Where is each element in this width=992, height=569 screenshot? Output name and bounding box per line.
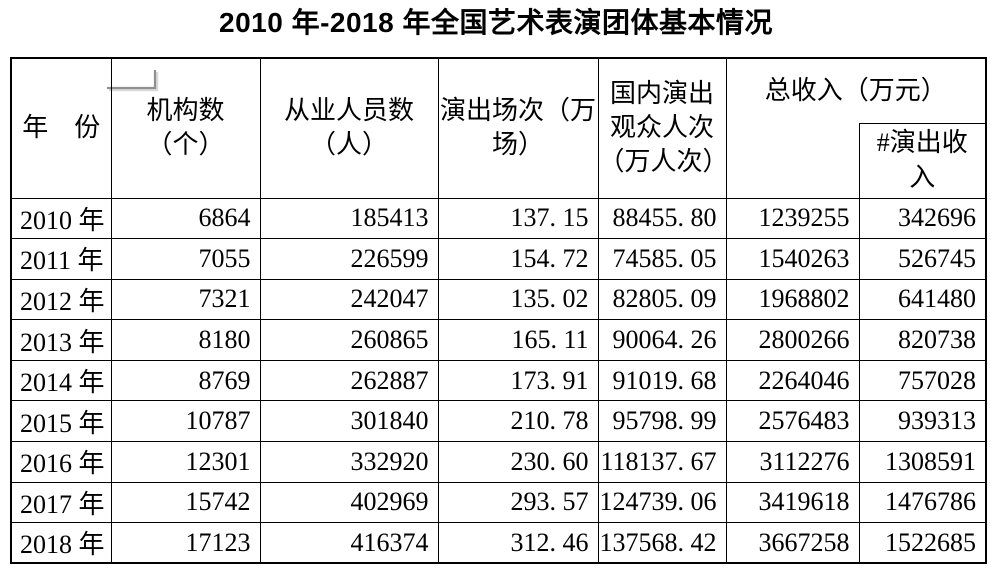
- table-title: 2010 年-2018 年全国艺术表演团体基本情况: [219, 7, 773, 38]
- audience-cell: 91019. 68: [597, 359, 727, 402]
- performance-income-cell: 939313: [858, 400, 987, 443]
- year-cell: 2015 年: [10, 400, 112, 443]
- total-income-cell: 2576483: [725, 400, 860, 443]
- employees-cell: 226599: [259, 238, 439, 280]
- total-income-cell: 1540263: [725, 238, 860, 280]
- table-row: 2010 年 6864 185413 137. 15 88455. 80 123…: [10, 197, 987, 240]
- col-header-year: 年 份: [10, 57, 112, 199]
- performances-cell: 154. 72: [437, 238, 599, 280]
- audience-cell: 88455. 80: [597, 197, 727, 240]
- year-cell: 2014 年: [10, 359, 112, 402]
- audience-cell: 82805. 09: [597, 278, 727, 321]
- organizations-cell: 8180: [110, 319, 261, 361]
- organizations-cell: 7055: [110, 238, 261, 280]
- table-row: 2016 年 12301 332920 230. 60 118137. 67 3…: [10, 441, 987, 483]
- total-income-cell: 1239255: [725, 197, 860, 240]
- audience-cell: 74585. 05: [597, 238, 727, 280]
- total-income-spacer-cell: [725, 123, 860, 199]
- performance-income-cell: 1476786: [858, 481, 987, 524]
- col-header-audience: 国内演出 观众人次 （万人次）: [597, 57, 729, 199]
- table-row: 2012 年 7321 242047 135. 02 82805. 09 196…: [10, 278, 987, 321]
- table-row: 2014 年 8769 262887 173. 91 91019. 68 226…: [10, 359, 987, 402]
- audience-cell: 124739. 06: [597, 481, 727, 524]
- year-cell: 2012 年: [10, 278, 112, 321]
- year-cell: 2017 年: [10, 481, 112, 524]
- audience-cell: 90064. 26: [597, 319, 727, 361]
- performances-cell: 312. 46: [437, 522, 599, 564]
- performances-cell: 173. 91: [437, 359, 599, 402]
- header-row-2: #演出收 入: [11, 122, 987, 199]
- organizations-cell: 15742: [110, 481, 261, 524]
- performance-income-cell: 757028: [858, 359, 987, 402]
- year-cell: 2018 年: [10, 522, 112, 564]
- table-row: 2017 年 15742 402969 293. 57 124739. 06 3…: [10, 481, 987, 524]
- performance-income-cell: 1308591: [858, 441, 987, 483]
- employees-cell: 260865: [259, 319, 439, 361]
- employees-cell: 301840: [259, 400, 439, 443]
- total-income-cell: 2800266: [725, 319, 860, 361]
- audience-cell: 95798. 99: [597, 400, 727, 443]
- employees-cell: 402969: [259, 481, 439, 524]
- col-header-organizations: 机构数 （个）: [110, 57, 261, 199]
- col-header-total-income: 总收入（万元）: [725, 57, 987, 123]
- audience-cell: 118137. 67: [597, 441, 727, 483]
- total-income-cell: 3667258: [725, 522, 860, 564]
- header-row-1: 年 份 机构数 （个） 从业人员数 （人） 演出场次（万 场） 国内演出 观众人…: [10, 57, 987, 199]
- performance-income-cell: 1522685: [858, 522, 987, 564]
- employees-cell: 242047: [259, 278, 439, 321]
- total-income-cell: 1968802: [725, 278, 860, 321]
- employees-cell: 332920: [259, 441, 439, 483]
- performance-income-cell: 342696: [858, 197, 987, 240]
- col-header-performances: 演出场次（万 场）: [437, 57, 599, 199]
- year-cell: 2013 年: [10, 319, 112, 361]
- performance-income-cell: 641480: [858, 278, 987, 321]
- col-header-performance-income: #演出收 入: [858, 122, 987, 199]
- col-header-employees: 从业人员数 （人）: [259, 57, 439, 199]
- table-row: 2011 年 7055 226599 154. 72 74585. 05 154…: [10, 238, 987, 280]
- year-cell: 2010 年: [10, 197, 112, 240]
- organizations-cell: 10787: [110, 400, 261, 443]
- audience-cell: 137568. 42: [597, 522, 727, 564]
- table-row: 2018 年 17123 416374 312. 46 137568. 42 3…: [10, 522, 987, 564]
- performances-cell: 210. 78: [437, 400, 599, 443]
- organizations-cell: 8769: [110, 359, 261, 402]
- table-row: 2015 年 10787 301840 210. 78 95798. 99 25…: [10, 400, 987, 443]
- total-income-cell: 3419618: [725, 481, 860, 524]
- performances-cell: 135. 02: [437, 278, 599, 321]
- year-cell: 2016 年: [10, 441, 112, 483]
- organizations-cell: 7321: [110, 278, 261, 321]
- performances-cell: 293. 57: [437, 481, 599, 524]
- performance-income-cell: 526745: [858, 238, 987, 280]
- performance-income-cell: 820738: [858, 319, 987, 361]
- organizations-cell: 6864: [110, 197, 261, 240]
- table-row: 2013 年 8180 260865 165. 11 90064. 26 280…: [10, 319, 987, 361]
- organizations-cell: 17123: [110, 522, 261, 564]
- statistics-table: 年 份 机构数 （个） 从业人员数 （人） 演出场次（万 场） 国内演出 观众人…: [10, 57, 988, 565]
- performances-cell: 230. 60: [437, 441, 599, 483]
- total-income-cell: 3112276: [725, 441, 860, 483]
- employees-cell: 262887: [259, 359, 439, 402]
- employees-cell: 185413: [259, 197, 439, 240]
- performances-cell: 165. 11: [437, 319, 599, 361]
- organizations-cell: 12301: [110, 441, 261, 483]
- year-cell: 2011 年: [10, 238, 112, 280]
- total-income-cell: 2264046: [725, 359, 860, 402]
- employees-cell: 416374: [259, 522, 439, 564]
- performances-cell: 137. 15: [437, 197, 599, 240]
